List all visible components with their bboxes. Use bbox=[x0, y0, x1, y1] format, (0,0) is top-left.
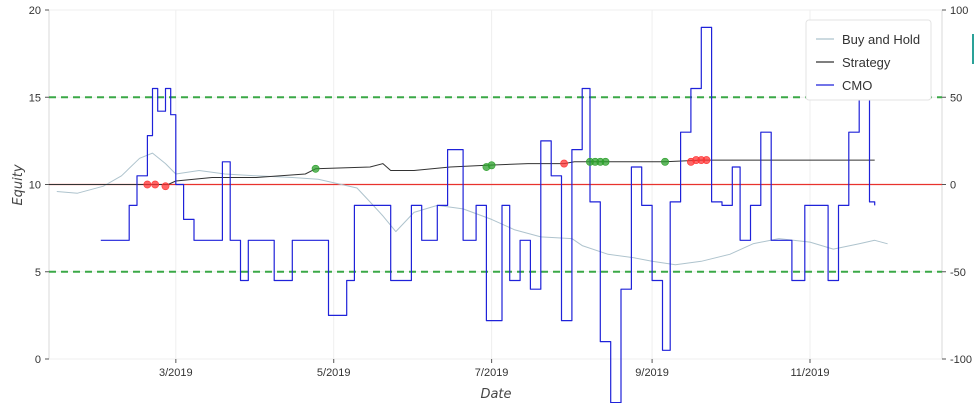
trade-markers bbox=[143, 156, 711, 191]
buy-marker bbox=[601, 157, 610, 166]
x-tick-label: 11/2019 bbox=[791, 367, 830, 379]
sell-marker bbox=[560, 159, 568, 168]
legend-label-strategy: Strategy bbox=[842, 55, 891, 70]
toolbar-edge-indicator bbox=[972, 34, 974, 64]
series-line-cmo bbox=[100, 26, 876, 403]
buy-marker bbox=[487, 161, 496, 170]
reference-lines bbox=[49, 96, 942, 273]
right-y-axis-ticks: -100 -50 0 50 100 bbox=[942, 5, 972, 366]
y-axis-label: Equity bbox=[11, 164, 26, 205]
y2-tick-label: 100 bbox=[950, 5, 968, 17]
x-tick-label: 3/2019 bbox=[159, 367, 193, 379]
buy-marker bbox=[311, 164, 320, 173]
y-tick-label: 20 bbox=[29, 5, 41, 17]
x-tick-label: 5/2019 bbox=[317, 367, 351, 379]
y-tick-label: 5 bbox=[35, 267, 41, 279]
legend-box bbox=[805, 19, 932, 101]
legend-label-buy-and-hold: Buy and Hold bbox=[842, 32, 920, 47]
sell-marker bbox=[143, 180, 152, 189]
x-tick-label: 7/2019 bbox=[475, 367, 509, 379]
y-tick-label: 15 bbox=[29, 92, 41, 104]
sell-marker bbox=[151, 180, 160, 189]
left-y-axis-ticks: 0 5 10 15 20 bbox=[29, 5, 49, 366]
x-axis-ticks: 3/2019 5/2019 7/2019 9/2019 11/2019 bbox=[159, 359, 829, 379]
y2-tick-label: 50 bbox=[950, 92, 962, 104]
sell-marker bbox=[161, 182, 170, 191]
x-tick-label: 9/2019 bbox=[635, 367, 669, 379]
sell-marker bbox=[702, 156, 711, 164]
x-axis-label: Date bbox=[480, 387, 511, 402]
y2-tick-label: -50 bbox=[950, 267, 966, 279]
y2-tick-label: 0 bbox=[950, 180, 956, 192]
y-tick-label: 0 bbox=[35, 354, 41, 366]
y-tick-label: 10 bbox=[29, 180, 41, 192]
y2-tick-label: -100 bbox=[950, 354, 972, 366]
buy-marker bbox=[661, 157, 669, 166]
legend-label-cmo: CMO bbox=[842, 78, 872, 93]
legend[interactable]: Buy and Hold Strategy CMO bbox=[805, 19, 932, 101]
